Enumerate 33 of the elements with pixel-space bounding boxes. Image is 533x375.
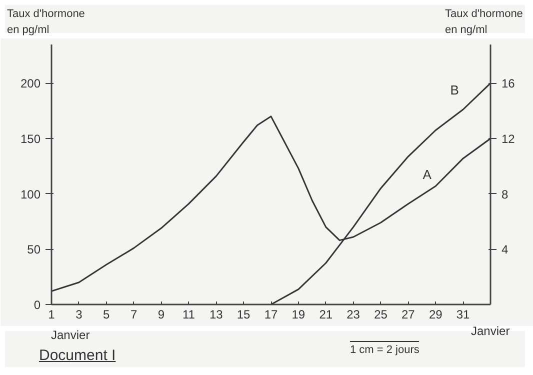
text: Janvier: [471, 323, 510, 340]
text: Document I: [39, 346, 116, 366]
x-tick-label: 27: [402, 308, 416, 322]
y-tick-label: 200: [20, 76, 41, 91]
x-tick-label: 25: [374, 308, 388, 322]
x-tick-label: 23: [346, 308, 360, 322]
x-tick-label: 5: [103, 308, 110, 322]
x-tick-label: 31: [456, 308, 470, 322]
x-tick-label: 17: [264, 308, 278, 322]
x-tick-label: 15: [236, 308, 251, 322]
y2-tick-label: 16: [502, 76, 516, 91]
x-tick-label: 9: [158, 308, 165, 322]
y2-tick-label: 8: [502, 187, 508, 202]
x-tick-label: 21: [319, 308, 333, 322]
x-tick-label: 3: [76, 308, 83, 322]
x-tick-label: 1: [48, 308, 56, 322]
text: 1 cm = 2 jours: [350, 341, 420, 359]
x-tick-label: 11: [182, 308, 196, 322]
x-tick-label: 7: [130, 308, 138, 322]
series-label: A: [422, 167, 432, 182]
y2-axis-title: Taux d'hormone en ng/ml: [445, 7, 523, 38]
y2-tick-label: 12: [502, 132, 516, 146]
x-axis-title: Janvier: [51, 327, 90, 344]
series-label: B: [450, 82, 459, 98]
y-axis-title: Taux d'hormone en pg/ml: [7, 7, 85, 38]
y-tick-label: 50: [27, 242, 41, 257]
x-tick-label: 13: [209, 308, 224, 322]
x-tick-label: 19: [292, 308, 306, 322]
y-tick-label: 150: [20, 132, 41, 146]
x-tick-label: 29: [428, 308, 443, 322]
y-tick-label: 0: [34, 298, 41, 312]
y2-tick-label: 4: [502, 242, 508, 257]
y-tick-label: 100: [20, 187, 41, 202]
